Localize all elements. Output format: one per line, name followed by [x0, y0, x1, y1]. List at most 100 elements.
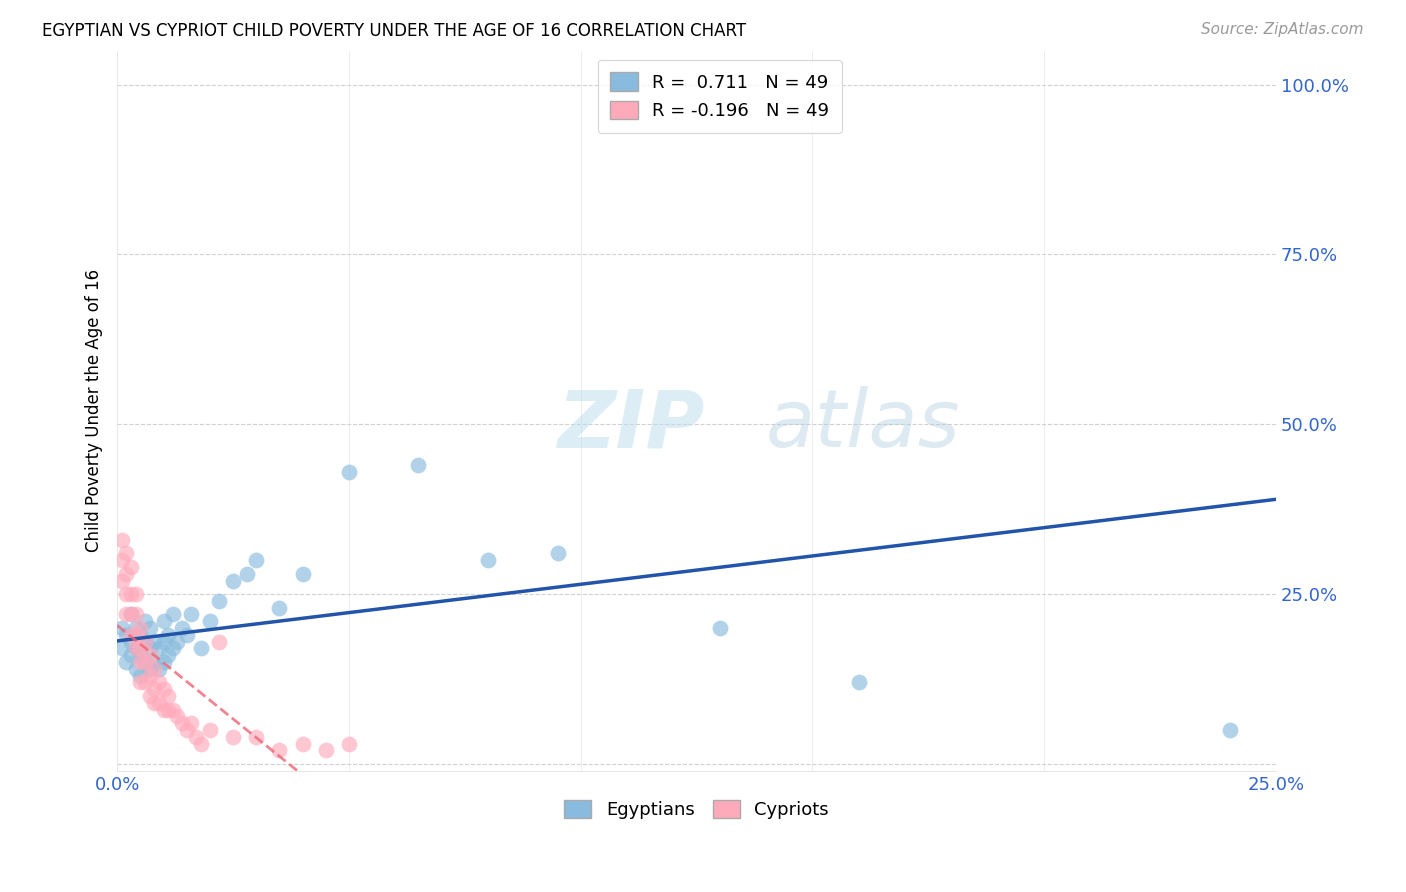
Point: [143, 682, 166, 697]
Point: [129, 628, 152, 642]
Point: [143, 634, 166, 648]
Point: [172, 621, 194, 635]
Point: [143, 655, 166, 669]
Point: [245, 553, 267, 567]
Point: [709, 621, 731, 635]
Point: [190, 641, 212, 656]
Point: [176, 723, 198, 737]
Point: [236, 566, 259, 581]
Point: [148, 675, 170, 690]
Point: [148, 641, 170, 656]
Point: [1219, 723, 1241, 737]
Point: [138, 641, 160, 656]
Point: [115, 607, 138, 622]
Point: [148, 662, 170, 676]
Point: [157, 702, 180, 716]
Point: [115, 628, 138, 642]
Point: [291, 737, 314, 751]
Point: [111, 574, 134, 588]
Point: [129, 655, 152, 669]
Point: [198, 614, 221, 628]
Point: [180, 716, 202, 731]
Point: [125, 621, 148, 635]
Point: [115, 655, 138, 669]
Point: [120, 607, 142, 622]
Point: [138, 621, 160, 635]
Point: [115, 546, 138, 560]
Point: [129, 641, 152, 656]
Y-axis label: Child Poverty Under the Age of 16: Child Poverty Under the Age of 16: [86, 269, 103, 552]
Point: [337, 465, 360, 479]
Point: [184, 730, 207, 744]
Point: [138, 689, 160, 703]
Point: [134, 675, 156, 690]
Point: [111, 533, 134, 547]
Point: [120, 648, 142, 663]
Point: [120, 587, 142, 601]
Point: [208, 634, 231, 648]
Point: [222, 574, 245, 588]
Point: [120, 634, 142, 648]
Point: [129, 668, 152, 682]
Point: [152, 655, 174, 669]
Point: [152, 634, 174, 648]
Point: [162, 641, 184, 656]
Point: [134, 655, 156, 669]
Point: [166, 634, 188, 648]
Legend: Egyptians, Cypriots: Egyptians, Cypriots: [557, 793, 837, 827]
Point: [129, 675, 152, 690]
Point: [125, 641, 148, 656]
Text: EGYPTIAN VS CYPRIOT CHILD POVERTY UNDER THE AGE OF 16 CORRELATION CHART: EGYPTIAN VS CYPRIOT CHILD POVERTY UNDER …: [42, 22, 747, 40]
Point: [125, 641, 148, 656]
Point: [848, 675, 870, 690]
Point: [125, 662, 148, 676]
Point: [198, 723, 221, 737]
Point: [138, 668, 160, 682]
Point: [138, 662, 160, 676]
Point: [157, 648, 180, 663]
Point: [134, 634, 156, 648]
Point: [134, 655, 156, 669]
Point: [162, 607, 184, 622]
Point: [134, 634, 156, 648]
Point: [408, 458, 430, 472]
Point: [148, 696, 170, 710]
Point: [152, 702, 174, 716]
Point: [143, 662, 166, 676]
Point: [120, 560, 142, 574]
Point: [157, 689, 180, 703]
Point: [245, 730, 267, 744]
Point: [166, 709, 188, 723]
Point: [291, 566, 314, 581]
Point: [162, 702, 184, 716]
Point: [129, 621, 152, 635]
Point: [129, 648, 152, 663]
Point: [111, 553, 134, 567]
Point: [337, 737, 360, 751]
Point: [222, 730, 245, 744]
Point: [115, 587, 138, 601]
Point: [125, 628, 148, 642]
Point: [125, 587, 148, 601]
Point: [152, 682, 174, 697]
Point: [115, 566, 138, 581]
Point: [269, 600, 291, 615]
Point: [180, 607, 202, 622]
Point: [111, 641, 134, 656]
Point: [111, 621, 134, 635]
Text: atlas: atlas: [766, 386, 960, 464]
Text: ZIP: ZIP: [558, 386, 704, 464]
Point: [477, 553, 499, 567]
Point: [120, 628, 142, 642]
Point: [143, 696, 166, 710]
Point: [172, 716, 194, 731]
Point: [190, 737, 212, 751]
Point: [125, 607, 148, 622]
Text: Source: ZipAtlas.com: Source: ZipAtlas.com: [1201, 22, 1364, 37]
Point: [138, 648, 160, 663]
Point: [547, 546, 569, 560]
Point: [120, 607, 142, 622]
Point: [176, 628, 198, 642]
Point: [152, 614, 174, 628]
Point: [157, 628, 180, 642]
